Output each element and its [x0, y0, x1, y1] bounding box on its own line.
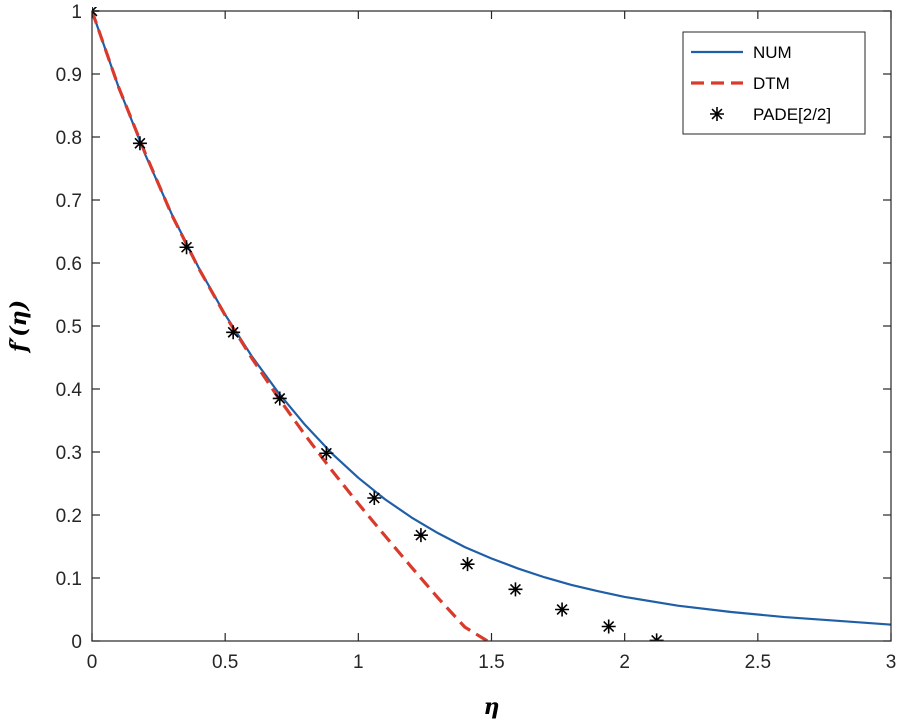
data-point [508, 582, 523, 597]
legend-item: NUM [691, 43, 792, 62]
y-tick-label: 0.4 [56, 380, 83, 401]
y-axis-label: f′(η) [6, 300, 32, 354]
data-point [319, 446, 334, 461]
legend-label: NUM [753, 43, 792, 62]
data-point [132, 136, 147, 151]
data-point [367, 490, 382, 505]
data-point [226, 325, 241, 340]
x-tick-label: 0.5 [212, 652, 238, 673]
data-point [601, 619, 616, 634]
series-pade-2-2- [92, 7, 664, 641]
data-point [555, 602, 570, 617]
x-tick-label: 1 [353, 652, 364, 673]
legend-item: PADE[2/2] [710, 105, 831, 124]
y-tick-label: 0 [71, 632, 82, 653]
data-point [179, 240, 194, 255]
legend-label: DTM [753, 74, 790, 93]
series-dtm [92, 10, 491, 641]
y-tick-label: 0.9 [56, 65, 82, 86]
y-tick-label: 1 [71, 2, 82, 23]
x-axis-label: η [484, 694, 500, 720]
x-tick-label: 2.5 [745, 652, 771, 673]
y-tick-label: 0.1 [56, 569, 82, 590]
ticks-layer: 0 0.5 1 1.5 2 2.5 3 0 0.1 0.2 0.3 0.4 0.5 0.6 0.7 0.8 0.… [56, 2, 897, 673]
data-point [413, 528, 428, 543]
x-tick-label: 0 [87, 652, 98, 673]
y-tick-label: 0.2 [56, 506, 82, 527]
x-tick-label: 1.5 [478, 652, 504, 673]
y-tick-label: 0.5 [56, 317, 82, 338]
data-point [649, 633, 664, 641]
y-tick-label: 0.6 [56, 254, 82, 275]
series-layer [92, 7, 892, 641]
series-line [92, 10, 491, 641]
x-tick-label: 3 [886, 652, 897, 673]
x-tick-label: 2 [619, 652, 630, 673]
y-tick-label: 0.3 [56, 443, 82, 464]
data-point [460, 557, 475, 572]
legend-item: DTM [691, 74, 790, 93]
y-tick-label: 0.8 [56, 128, 82, 149]
data-point [272, 391, 287, 406]
legend-swatch [710, 107, 724, 121]
legend: NUM DTM PADE[2/2] [682, 31, 866, 135]
y-tick-label: 0.7 [56, 191, 82, 212]
legend-label: PADE[2/2] [753, 105, 831, 124]
